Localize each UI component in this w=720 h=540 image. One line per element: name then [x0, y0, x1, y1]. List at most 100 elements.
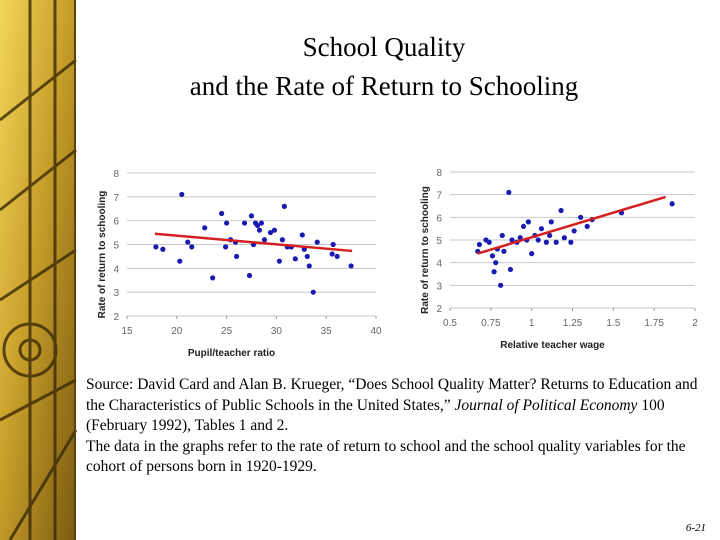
point	[535, 237, 541, 243]
point	[281, 203, 287, 209]
x-axis-label: Pupil/teacher ratio	[188, 348, 275, 359]
point	[486, 239, 492, 245]
y-tick-label: 7	[436, 191, 442, 202]
point	[553, 239, 559, 245]
source: 100 (February 1992), Tables 1 and 2.	[86, 396, 665, 435]
x-tick-label: 1.5	[606, 318, 620, 329]
point	[248, 213, 255, 219]
point	[241, 220, 248, 226]
point	[254, 222, 261, 229]
page-number: 6-21	[685, 522, 706, 534]
point	[525, 219, 532, 225]
x-tick-label: 40	[370, 326, 382, 337]
point	[256, 227, 263, 233]
point	[292, 256, 298, 262]
point	[304, 253, 310, 260]
point	[517, 235, 523, 241]
y-tick-label: 4	[113, 264, 119, 275]
x-tick-label: 35	[321, 326, 333, 337]
point	[276, 258, 282, 264]
slide-title: School Quality	[303, 32, 466, 62]
point	[233, 253, 240, 260]
point	[509, 237, 515, 243]
point	[578, 214, 584, 220]
point	[223, 244, 229, 250]
x-tick-label: 30	[271, 326, 283, 337]
point	[568, 239, 574, 245]
point	[529, 251, 535, 257]
point	[314, 239, 320, 245]
point	[489, 253, 496, 259]
y-tick-label: 4	[436, 259, 442, 270]
point	[538, 226, 545, 232]
y-tick-label: 3	[436, 281, 442, 292]
x-tick-label: 15	[121, 326, 133, 337]
point	[267, 229, 274, 236]
point	[491, 269, 497, 275]
x-tick-label: 0.75	[481, 318, 501, 329]
point	[189, 244, 195, 250]
point	[185, 239, 191, 245]
point	[669, 201, 675, 207]
point	[261, 237, 268, 243]
point	[306, 263, 312, 269]
y-tick-label: 6	[436, 213, 442, 224]
x-tick-label: 2	[692, 318, 698, 329]
point	[224, 220, 230, 226]
point	[334, 253, 340, 260]
point	[258, 220, 265, 226]
y-tick-label: 2	[113, 312, 119, 323]
blueprint-strip	[0, 0, 78, 540]
y-tick-label: 5	[436, 236, 442, 247]
point	[476, 241, 482, 248]
point	[520, 223, 527, 229]
point	[177, 258, 183, 264]
point	[506, 189, 512, 195]
trend-line	[154, 232, 353, 253]
y-tick-label: 2	[436, 304, 442, 315]
point	[558, 207, 564, 214]
point	[571, 228, 577, 234]
y-tick-label: 8	[113, 169, 119, 180]
point	[548, 219, 554, 225]
chart: 2 3 4 5 6 7 8 0.5 0.75 1 1.25 1.5 1.75 2 Relative teac…	[420, 168, 698, 351]
point	[584, 223, 590, 229]
point	[202, 225, 208, 231]
point	[348, 263, 354, 269]
y-tick-label: 8	[436, 168, 442, 179]
point	[499, 232, 505, 239]
slide-title: and the Rate of Return to Schooling	[190, 71, 578, 101]
point	[299, 232, 305, 238]
source: Source: David Card and Alan B. Krueger, …	[86, 376, 698, 414]
y-tick-label: 6	[113, 217, 119, 228]
point	[210, 275, 216, 281]
point	[330, 241, 336, 248]
x-tick-label: 0.5	[443, 318, 457, 329]
y-tick-label: 5	[113, 241, 119, 252]
point	[160, 246, 166, 252]
x-tick-label: 1.25	[563, 318, 583, 329]
x-tick-label: 20	[171, 326, 183, 337]
point	[507, 266, 514, 273]
point	[547, 232, 553, 239]
x-tick-label: 25	[221, 326, 233, 337]
point	[279, 237, 285, 243]
point	[246, 272, 253, 279]
y-tick-label: 3	[113, 288, 119, 299]
x-tick-label: 1.75	[644, 318, 664, 329]
journal: Journal of Political Economy	[454, 396, 638, 414]
trend-line	[477, 195, 666, 255]
point	[493, 260, 499, 266]
source-text: Source: David Card and Alan B. Krueger, …	[86, 375, 714, 478]
point	[179, 191, 185, 198]
chart: 2 3 4 5 6 7 8 15 20 25 30 35 40 Pupil/teacher ratio Ra…	[97, 169, 382, 359]
y-axis-label: Rate of return to schooling	[420, 186, 431, 314]
point	[310, 289, 316, 295]
point	[498, 282, 504, 288]
x-tick-label: 1	[529, 318, 535, 329]
note: The data in the graphs refer to the rate…	[86, 437, 686, 476]
point	[153, 244, 159, 250]
point	[219, 210, 225, 217]
